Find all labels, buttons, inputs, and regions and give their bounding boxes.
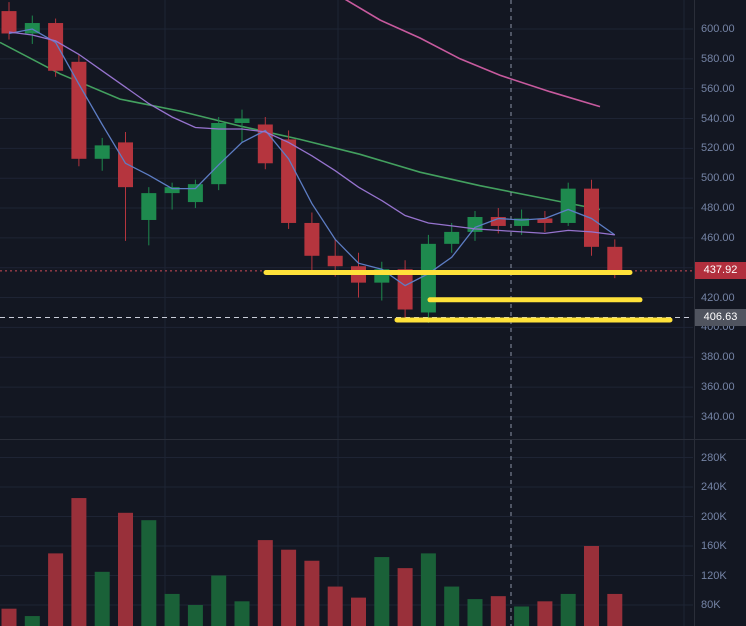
volume-bar xyxy=(560,593,576,626)
candle-body xyxy=(584,188,599,247)
volume-bar xyxy=(257,540,273,626)
volume-bar xyxy=(351,597,366,626)
volume-bar xyxy=(420,553,436,626)
candle-body xyxy=(327,255,343,267)
candle-body xyxy=(1,11,17,34)
volume-bar xyxy=(94,571,110,626)
price-axis-label: 460.00 xyxy=(701,231,735,244)
price-axis-label: 420.00 xyxy=(701,291,735,304)
candle-body xyxy=(397,269,413,310)
candle-body xyxy=(94,145,110,159)
price-axis-label: 600.00 xyxy=(701,23,735,35)
volume-bar xyxy=(71,498,87,626)
volume-bar xyxy=(24,616,40,626)
ma-fast-blue xyxy=(8,28,616,287)
price-axis-label: 540.00 xyxy=(701,112,735,125)
volume-bar xyxy=(490,596,506,626)
volume-bar xyxy=(141,520,157,626)
volume-bar xyxy=(1,608,17,626)
volume-bar xyxy=(281,549,297,626)
level-price-badge: 406.63 xyxy=(695,309,746,326)
volume-bar xyxy=(607,593,623,626)
candle-body xyxy=(211,122,227,185)
ma-long-green xyxy=(0,41,601,211)
price-axis-label: 480.00 xyxy=(701,202,735,215)
candle-body xyxy=(444,231,460,244)
candle-body xyxy=(281,139,297,223)
candle-body xyxy=(48,23,64,71)
volume-axis-label: 280K xyxy=(701,451,727,464)
volume-axis-label: 80K xyxy=(701,599,721,611)
candle-body xyxy=(234,118,250,123)
volume-bar xyxy=(537,601,553,626)
volume-bar xyxy=(234,601,250,626)
last-price-badge: 437.92 xyxy=(695,262,746,280)
volume-bar xyxy=(187,605,203,626)
candle-body xyxy=(537,218,553,223)
volume-bar xyxy=(211,575,227,626)
candle-body xyxy=(560,188,576,223)
price-axis-label: 380.00 xyxy=(701,351,735,364)
candle-body xyxy=(141,193,157,220)
volume-bar xyxy=(514,606,530,626)
candle-body xyxy=(187,184,203,203)
volume-bar xyxy=(444,586,460,626)
price-axis-label: 560.00 xyxy=(701,82,735,95)
price-axis-label: 360.00 xyxy=(701,381,735,394)
volume-axis-label: 160K xyxy=(701,540,727,552)
candle-body xyxy=(304,222,320,256)
volume-bar xyxy=(397,568,413,626)
candle-body xyxy=(420,243,436,313)
volume-bar xyxy=(164,593,180,626)
candle-body xyxy=(71,61,87,159)
candle-body xyxy=(490,216,506,226)
volume-bar xyxy=(118,512,133,626)
volume-axis-label: 120K xyxy=(701,569,727,582)
candle-body xyxy=(607,246,623,271)
ma-slow-purple xyxy=(8,31,615,236)
volume-bar xyxy=(304,560,320,626)
volume-bar xyxy=(374,557,390,626)
volume-axis-label: 200K xyxy=(701,510,727,523)
volume-axis-label: 240K xyxy=(701,481,727,493)
candle-body xyxy=(164,187,180,194)
price-axis-label: 340.00 xyxy=(701,410,735,423)
price-axis-label: 520.00 xyxy=(701,142,735,155)
volume-bar xyxy=(327,586,343,626)
volume-bar xyxy=(48,553,64,626)
candle-body xyxy=(514,218,530,226)
candle-body xyxy=(24,23,40,34)
price-axis-label: 580.00 xyxy=(701,52,735,65)
ma-long-pink xyxy=(344,0,601,108)
volume-bar xyxy=(584,546,599,626)
volume-bar xyxy=(467,599,483,626)
candle-body xyxy=(118,142,133,188)
price-axis-label: 500.00 xyxy=(701,172,735,185)
